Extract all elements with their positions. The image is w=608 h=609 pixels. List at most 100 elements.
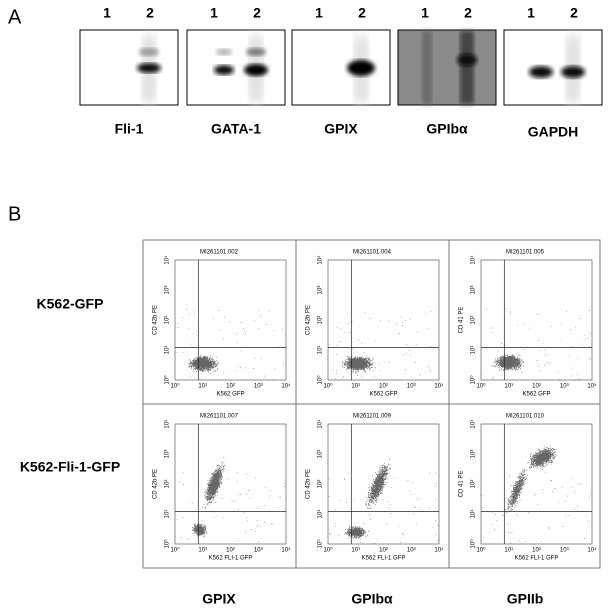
event-dots <box>328 458 439 544</box>
plot-frame <box>480 259 593 381</box>
row-label: K562-Fli-1-GFP <box>20 459 120 475</box>
x-tick-label: 10⁰ <box>323 547 333 554</box>
x-tick-label: 10⁴ <box>587 547 597 554</box>
blot-name: Fli-1 <box>115 121 144 137</box>
plot-id: MI261101.005 <box>506 250 545 256</box>
band <box>246 48 266 56</box>
lane-label: 2 <box>570 5 578 21</box>
y-tick-label: 10⁴ <box>470 419 477 429</box>
x-tick-label: 10¹ <box>504 384 513 390</box>
x-tick-label: 10⁰ <box>170 547 180 554</box>
x-tick-label: 10⁰ <box>323 383 333 390</box>
x-tick-label: 10³ <box>254 548 263 554</box>
row-label: K562-GFP <box>37 296 104 312</box>
x-tick-label: 10¹ <box>351 384 360 390</box>
y-tick-label: 10² <box>165 480 171 489</box>
y-tick-label: 10³ <box>165 286 171 295</box>
event-dots <box>329 311 433 379</box>
lane-label: 2 <box>464 5 472 21</box>
x-axis-label: K562 FLI-1 GFP <box>362 556 406 562</box>
y-tick-label: 10² <box>318 480 324 489</box>
lane-label: 1 <box>527 5 535 21</box>
band <box>137 63 161 73</box>
event-dots <box>481 445 591 545</box>
y-axis-label: CD 41 PE <box>459 471 465 498</box>
x-tick-label: 10² <box>532 548 541 554</box>
blot-name: GPIbα <box>426 121 468 137</box>
plot-id: MI261101.009 <box>353 414 392 420</box>
blot-frame <box>397 29 497 106</box>
y-tick-label: 10³ <box>165 450 171 459</box>
blot-name: GATA-1 <box>211 121 261 137</box>
y-axis-label: CD 42b PE <box>306 469 312 499</box>
y-tick-label: 10³ <box>318 450 324 459</box>
blot-frame <box>79 29 179 106</box>
y-axis-label: CD 42b PE <box>306 305 312 335</box>
x-tick-label: 10³ <box>407 384 416 390</box>
y-axis-label: CD 42b PE <box>153 305 159 335</box>
plot-id: MI261101.010 <box>506 414 545 420</box>
column-label: GPIX <box>202 591 236 607</box>
event-dots <box>176 457 287 543</box>
y-tick-label: 10⁰ <box>317 375 324 385</box>
band <box>529 66 553 78</box>
x-tick-label: 10² <box>226 548 235 554</box>
y-tick-label: 10⁴ <box>164 419 171 429</box>
plot-frame <box>327 259 440 381</box>
band <box>244 64 268 76</box>
plot-id: MI261101.007 <box>200 414 239 420</box>
y-tick-label: 10⁴ <box>317 255 324 265</box>
panel-label: B <box>8 203 21 225</box>
x-tick-label: 10⁴ <box>281 383 291 390</box>
y-tick-label: 10⁰ <box>164 375 171 385</box>
x-tick-label: 10⁴ <box>587 383 597 390</box>
lane-label: 1 <box>103 5 111 21</box>
event-dots <box>481 308 591 381</box>
lane-label: 1 <box>421 5 429 21</box>
y-tick-label: 10⁴ <box>470 255 477 265</box>
x-tick-label: 10¹ <box>504 548 513 554</box>
y-axis-label: CD 42b PE <box>153 469 159 499</box>
x-axis-label: K562 GFP <box>369 392 397 398</box>
y-tick-label: 10¹ <box>471 510 477 519</box>
y-tick-label: 10¹ <box>165 510 171 519</box>
blot-frame <box>291 29 391 106</box>
band <box>457 54 477 66</box>
x-tick-label: 10⁰ <box>170 383 180 390</box>
lane-label: 2 <box>146 5 154 21</box>
x-tick-label: 10² <box>379 548 388 554</box>
x-tick-label: 10² <box>532 384 541 390</box>
blot-name: GAPDH <box>528 124 579 140</box>
x-tick-label: 10³ <box>560 548 569 554</box>
panel-label: A <box>8 6 22 28</box>
x-tick-label: 10⁰ <box>476 383 486 390</box>
lane-smear <box>460 31 474 104</box>
x-tick-label: 10⁰ <box>476 547 486 554</box>
band <box>347 60 375 76</box>
band <box>216 49 232 55</box>
lane-label: 1 <box>315 5 323 21</box>
plot-frame <box>480 423 593 545</box>
column-label: GPIIb <box>507 591 544 607</box>
y-tick-label: 10⁴ <box>164 255 171 265</box>
column-label: GPIbα <box>351 591 393 607</box>
x-axis-label: K562 GFP <box>216 392 244 398</box>
band <box>214 65 234 75</box>
x-tick-label: 10¹ <box>198 548 207 554</box>
lane-label: 2 <box>253 5 261 21</box>
band <box>561 66 585 78</box>
y-tick-label: 10⁰ <box>164 539 171 549</box>
y-tick-label: 10³ <box>318 286 324 295</box>
plot-id: MI261101.002 <box>200 250 239 256</box>
event-dots <box>175 309 284 381</box>
y-tick-label: 10⁰ <box>470 539 477 549</box>
x-axis-label: K562 FLI-1 GFP <box>209 556 253 562</box>
y-tick-label: 10² <box>471 316 477 325</box>
y-axis-label: CD 41 PE <box>459 307 465 334</box>
x-tick-label: 10⁴ <box>434 547 444 554</box>
x-tick-label: 10³ <box>254 384 263 390</box>
x-tick-label: 10³ <box>407 548 416 554</box>
plot-frame <box>174 259 287 381</box>
y-tick-label: 10³ <box>471 450 477 459</box>
y-tick-label: 10⁴ <box>317 419 324 429</box>
